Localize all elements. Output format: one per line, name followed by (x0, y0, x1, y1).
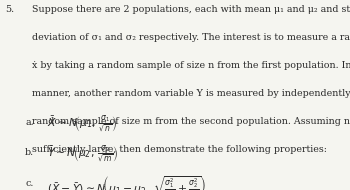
Text: manner, another random variable Y is measured by independently taking a: manner, another random variable Y is mea… (32, 89, 350, 98)
Text: sufficiently large, then demonstrate the following properties:: sufficiently large, then demonstrate the… (32, 145, 327, 154)
Text: random sample of size m from the second population. Assuming n and m are: random sample of size m from the second … (32, 117, 350, 126)
Text: $\bar{X}\sim N\!\left(\mu_1,\, \frac{\sigma_1}{\sqrt{n}}\right)$: $\bar{X}\sim N\!\left(\mu_1,\, \frac{\si… (47, 114, 118, 135)
Text: 5.: 5. (5, 5, 14, 14)
Text: a.: a. (25, 118, 34, 127)
Text: deviation of σ₁ and σ₂ respectively. The interest is to measure a random variabl: deviation of σ₁ and σ₂ respectively. The… (32, 33, 350, 42)
Text: $\bar{Y}\sim N\!\left(\mu_2,\, \frac{\sigma_2}{\sqrt{m}}\right)$: $\bar{Y}\sim N\!\left(\mu_2,\, \frac{\si… (47, 144, 119, 165)
Text: Suppose there are 2 populations, each with mean μ₁ and μ₂ and standard: Suppose there are 2 populations, each wi… (32, 5, 350, 14)
Text: ẋ by taking a random sample of size n from the first population. In a similar: ẋ by taking a random sample of size n fr… (32, 61, 350, 70)
Text: $(\bar{X}-\bar{Y})\sim N\!\left(\mu_1-\mu_2,\, \sqrt{\frac{\sigma_1^2}{n}+\frac{: $(\bar{X}-\bar{Y})\sim N\!\left(\mu_1-\m… (47, 175, 206, 190)
Text: c.: c. (25, 179, 34, 188)
Text: b.: b. (25, 148, 34, 157)
